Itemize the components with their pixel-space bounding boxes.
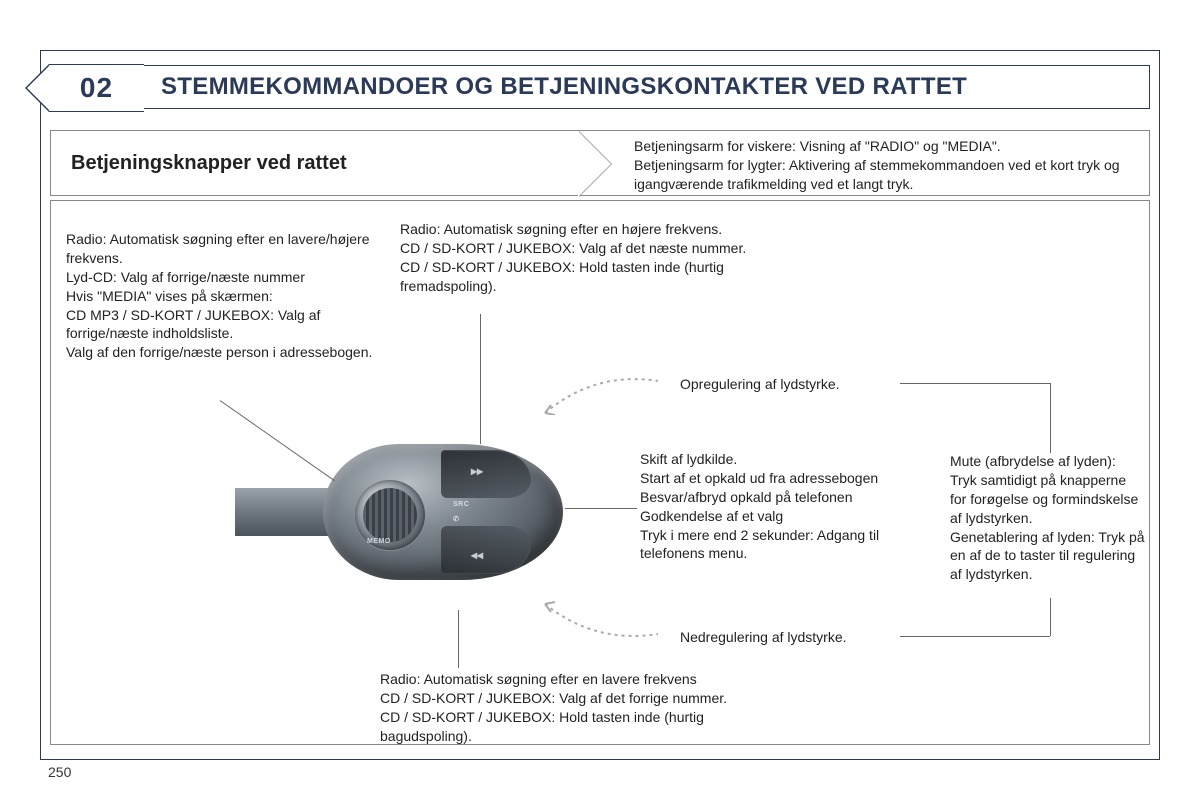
volume-down-arrow [540,600,660,650]
src-label: SRC [453,501,469,508]
subheader-note: Betjeningsarm for viskere: Visning af "R… [578,131,1149,195]
rewind-icon: ◂◂ [471,548,483,562]
chapter-tab: 02 [49,64,144,112]
page-number: 250 [48,764,71,780]
callout-volume-up: Opregulering af lydstyrke. [680,375,900,394]
leader-line [900,636,1050,637]
callout-upper-button: Radio: Automatisk søgning efter en højer… [400,220,770,296]
callout-mute: Mute (afbrydelse af lyden): Tryk samtidi… [950,452,1145,584]
subheader-title: Betjeningsknapper ved rattet [51,131,578,195]
volume-up-arrow [540,365,660,415]
upper-button [441,450,531,498]
callout-volume-down: Nedregulering af lydstyrke. [680,628,900,647]
leader-line [900,383,1050,384]
memo-label: MEMO [367,538,391,545]
leader-line [458,610,459,668]
callout-wheel: Radio: Automatisk søgning efter en laver… [66,230,376,362]
mid-button-area: SRC ✆ [441,498,541,526]
leader-line [1050,383,1051,453]
chapter-number: 02 [80,72,113,104]
callout-lower-button: Radio: Automatisk søgning efter en laver… [380,670,780,746]
chapter-header: 02 STEMMEKOMMANDOER OG BETJENINGSKONTAKT… [50,65,1150,109]
leader-line [480,314,481,444]
leader-line [565,508,637,509]
subheader-row: Betjeningsknapper ved rattet Betjeningsa… [50,130,1150,196]
subheader-note-line2: Betjeningsarm for lygter: Aktivering af … [634,156,1137,194]
steering-control-illustration: MEMO SRC ✆ ▸▸ ◂◂ [235,430,575,595]
chapter-title: STEMMEKOMMANDOER OG BETJENINGSKONTAKTER … [161,73,967,101]
leader-line [1050,598,1051,636]
lower-button [441,526,531,574]
callout-src-button: Skift af lydkilde. Start af et opkald ud… [640,450,930,563]
phone-icon: ✆ [453,515,459,523]
subheader-note-line1: Betjeningsarm for viskere: Visning af "R… [634,137,1137,156]
fast-forward-icon: ▸▸ [471,464,483,478]
